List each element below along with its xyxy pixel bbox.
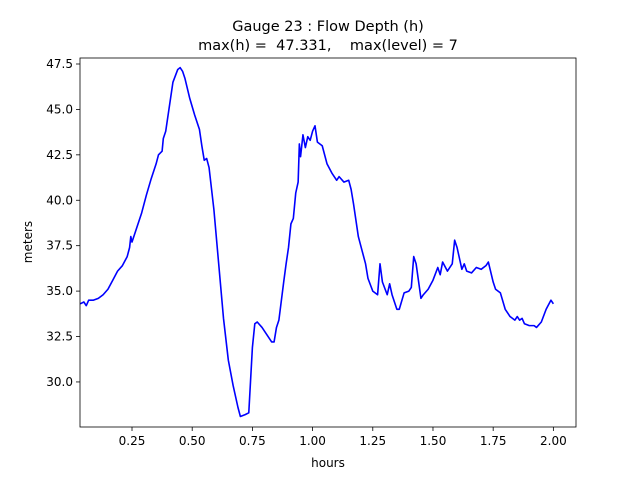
y-tick-label: 30.0 [46, 375, 73, 389]
y-tick-label: 47.5 [46, 57, 73, 71]
y-tick-label: 35.0 [46, 284, 73, 298]
x-tick-label: 0.50 [179, 434, 206, 448]
x-tick-label: 1.50 [420, 434, 447, 448]
plot-frame [79, 57, 577, 428]
y-tick-label: 42.5 [46, 148, 73, 162]
y-tick-label: 40.0 [46, 193, 73, 207]
x-tick-label: 0.25 [119, 434, 146, 448]
x-axis-label: hours [311, 456, 345, 470]
data-line [79, 66, 555, 418]
x-tick-label: 0.75 [239, 434, 266, 448]
y-axis-label: meters [21, 221, 35, 263]
x-tick-label: 1.00 [299, 434, 326, 448]
y-tick-label: 32.5 [46, 330, 73, 344]
chart-subtitle: max(h) = 47.331, max(level) = 7 [198, 38, 458, 54]
chart-title: Gauge 23 : Flow Depth (h) [232, 19, 424, 35]
x-tick-label: 2.00 [540, 434, 567, 448]
x-tick-label: 1.75 [480, 434, 507, 448]
y-tick-label: 37.5 [46, 239, 73, 253]
x-tick-label: 1.25 [359, 434, 386, 448]
y-tick-label: 45.0 [46, 102, 73, 116]
